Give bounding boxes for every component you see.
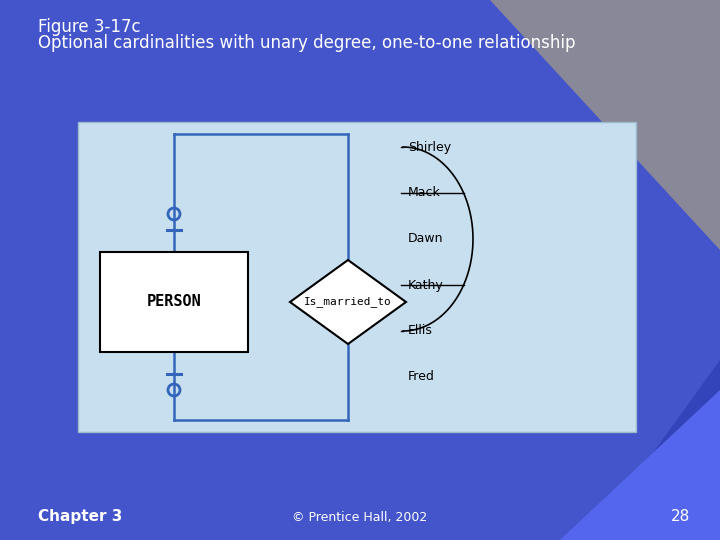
Bar bbox=[78, 122, 636, 432]
Text: Chapter 3: Chapter 3 bbox=[38, 509, 122, 524]
Text: © Prentice Hall, 2002: © Prentice Hall, 2002 bbox=[292, 511, 428, 524]
Text: Is_married_to: Is_married_to bbox=[304, 296, 392, 307]
Text: Dawn: Dawn bbox=[408, 233, 444, 246]
Text: Fred: Fred bbox=[408, 370, 435, 383]
Polygon shape bbox=[590, 360, 720, 540]
Polygon shape bbox=[490, 0, 720, 250]
Text: Mack: Mack bbox=[408, 186, 441, 199]
Bar bbox=[100, 252, 248, 352]
Text: 28: 28 bbox=[671, 509, 690, 524]
Text: Figure 3-17c: Figure 3-17c bbox=[38, 18, 140, 36]
Text: Optional cardinalities with unary degree, one-to-one relationship: Optional cardinalities with unary degree… bbox=[38, 34, 575, 52]
Polygon shape bbox=[290, 260, 406, 344]
Text: Ellis: Ellis bbox=[408, 325, 433, 338]
Text: Shirley: Shirley bbox=[408, 140, 451, 153]
Text: Kathy: Kathy bbox=[408, 279, 444, 292]
Text: PERSON: PERSON bbox=[147, 294, 202, 309]
Polygon shape bbox=[560, 390, 720, 540]
